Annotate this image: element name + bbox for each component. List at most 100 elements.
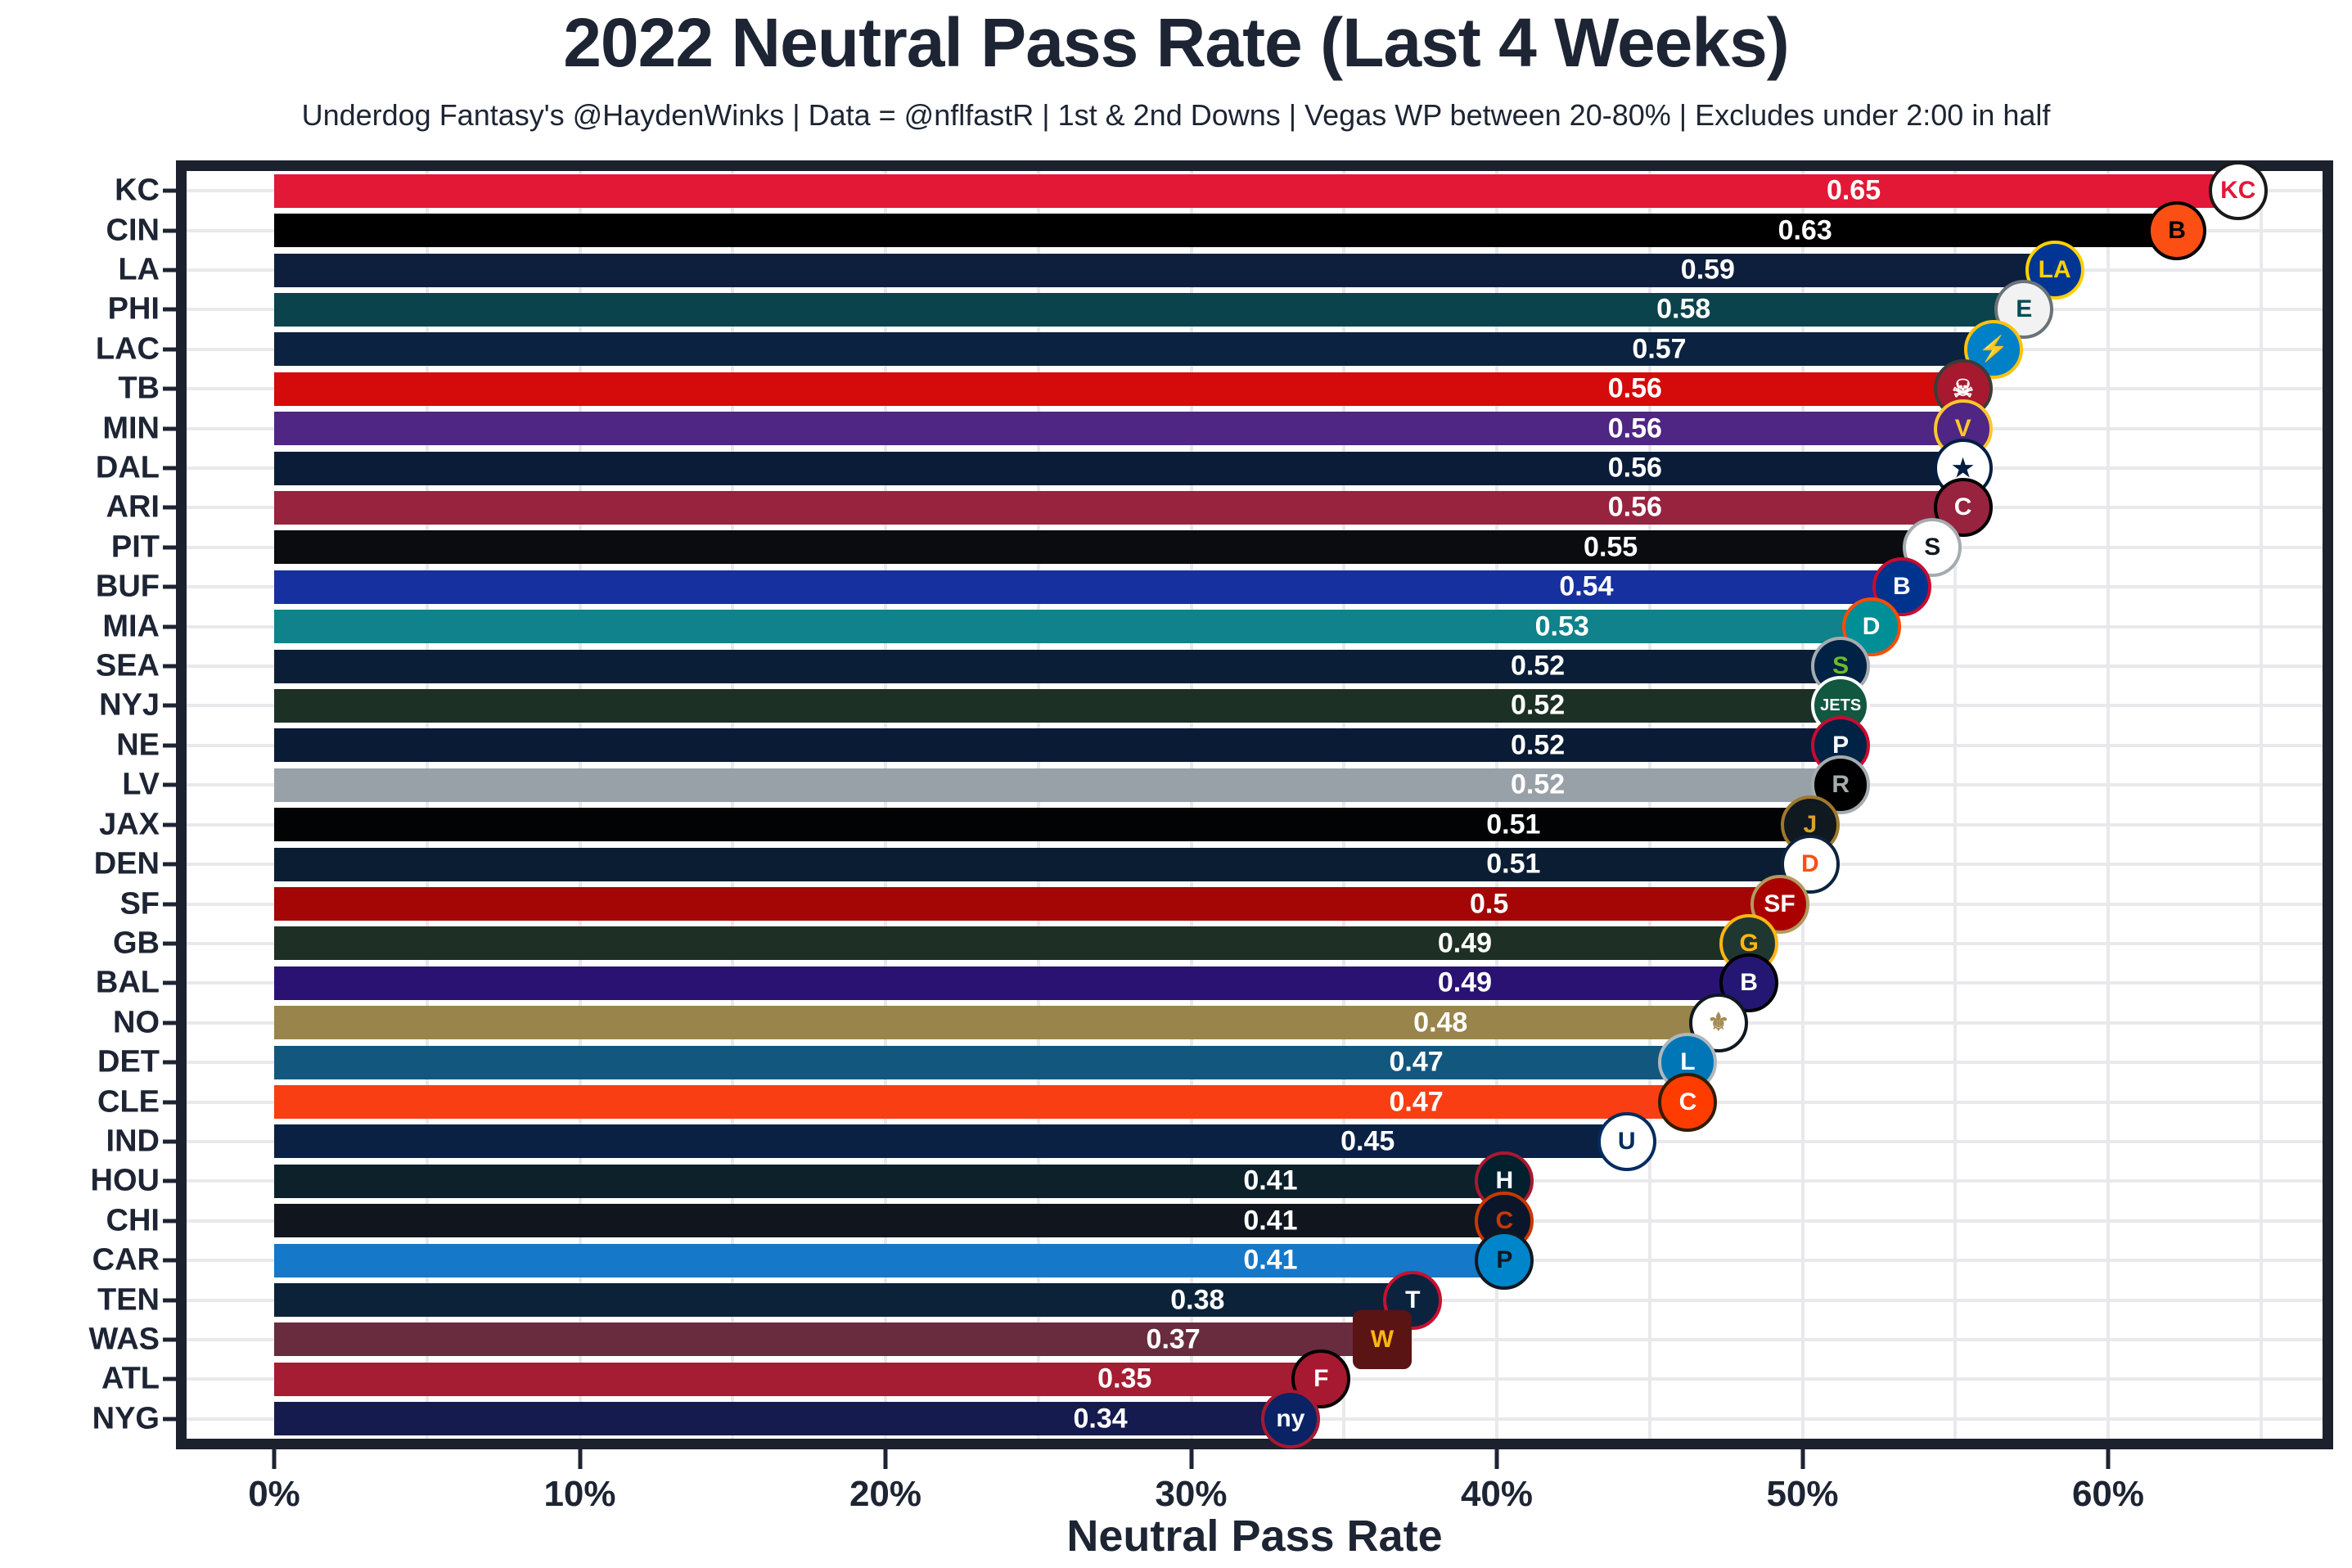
y-axis-label: LAC xyxy=(95,331,160,367)
bar xyxy=(274,688,1864,723)
y-axis-tick xyxy=(163,1417,176,1422)
gridline-vertical xyxy=(2259,171,2263,1439)
y-axis-tick xyxy=(163,743,176,748)
y-axis-tick xyxy=(163,782,176,787)
bar xyxy=(274,332,2016,367)
bar xyxy=(274,451,1986,485)
y-axis-tick xyxy=(163,466,176,471)
kc-chiefs-logo-icon: KC xyxy=(2208,161,2268,221)
y-axis-tick xyxy=(163,505,176,510)
y-axis-tick xyxy=(163,1377,176,1381)
y-axis-tick xyxy=(163,980,176,985)
y-axis-tick xyxy=(163,545,176,550)
bar xyxy=(274,253,2078,287)
bar-value-label: 0.56 xyxy=(1607,372,1662,404)
bar xyxy=(274,1124,1650,1159)
bar-value-label: 0.52 xyxy=(1510,650,1566,682)
bar xyxy=(274,768,1864,802)
bar-value-label: 0.35 xyxy=(1097,1363,1152,1395)
bar-value-label: 0.59 xyxy=(1680,254,1735,286)
bar-value-label: 0.52 xyxy=(1510,729,1566,761)
y-axis-label: CHI xyxy=(106,1203,160,1238)
bar-value-label: 0.49 xyxy=(1437,927,1493,959)
bar-value-label: 0.34 xyxy=(1073,1403,1128,1435)
bal-ravens-logo-icon: B xyxy=(1719,953,1779,1013)
bar xyxy=(274,214,2201,248)
bar-value-label: 0.56 xyxy=(1607,452,1662,484)
y-axis-label: IND xyxy=(106,1124,160,1159)
bar xyxy=(274,1085,1711,1120)
x-axis-tick xyxy=(578,1449,582,1469)
bar xyxy=(274,1164,1528,1198)
y-axis-label: TB xyxy=(118,371,160,406)
y-axis-label: CIN xyxy=(106,213,160,248)
bar-value-label: 0.65 xyxy=(1826,174,1881,206)
y-axis-label: MIA xyxy=(102,609,160,644)
bar xyxy=(274,490,1986,525)
gridline-vertical xyxy=(1036,171,1040,1439)
page-title: 2022 Neutral Pass Rate (Last 4 Weeks) xyxy=(563,4,1790,81)
y-axis-tick xyxy=(163,1060,176,1065)
gridline-vertical xyxy=(578,171,582,1439)
bar-value-label: 0.38 xyxy=(1170,1284,1225,1316)
y-axis-tick xyxy=(163,268,176,273)
y-axis-tick xyxy=(163,1298,176,1303)
y-axis-label: KC xyxy=(115,173,160,208)
y-axis-tick xyxy=(163,1139,176,1144)
y-axis-label: DAL xyxy=(95,450,160,485)
was-commanders-logo-icon: W xyxy=(1352,1309,1412,1369)
bar xyxy=(274,610,1895,644)
y-axis-label: DEN xyxy=(93,846,160,881)
y-axis-label: SEA xyxy=(95,648,160,683)
y-axis-label: PIT xyxy=(110,529,160,565)
bar xyxy=(274,1322,1405,1357)
x-axis-tick xyxy=(883,1449,888,1469)
y-axis-tick xyxy=(163,1100,176,1105)
y-axis-label: WAS xyxy=(88,1322,160,1357)
bar-value-label: 0.54 xyxy=(1559,570,1614,602)
bar xyxy=(274,1204,1528,1238)
y-axis-label: NE xyxy=(116,728,160,763)
bar xyxy=(274,728,1864,763)
y-axis-tick xyxy=(163,188,176,193)
bar-value-label: 0.41 xyxy=(1243,1205,1298,1237)
y-axis-tick xyxy=(163,822,176,827)
bar xyxy=(274,926,1773,961)
bar xyxy=(274,372,1986,406)
bar-value-label: 0.5 xyxy=(1470,888,1509,920)
y-axis-tick xyxy=(163,386,176,391)
bar-value-label: 0.45 xyxy=(1340,1125,1395,1157)
y-axis-label: ATL xyxy=(101,1361,160,1396)
y-axis-label: PHI xyxy=(107,291,160,327)
y-axis-label: MIN xyxy=(102,411,160,446)
bar xyxy=(274,1243,1528,1277)
bar-value-label: 0.52 xyxy=(1510,768,1566,800)
bar xyxy=(274,847,1833,881)
gridline-vertical xyxy=(2106,171,2110,1439)
x-axis-tick-label: 30% xyxy=(1155,1474,1228,1514)
bar-value-label: 0.57 xyxy=(1632,333,1687,365)
bar-value-label: 0.48 xyxy=(1413,1007,1468,1039)
x-axis-tick-label: 40% xyxy=(1460,1474,1534,1514)
y-axis-tick xyxy=(163,307,176,312)
x-axis-tick xyxy=(272,1449,277,1469)
y-axis-label: LA xyxy=(118,252,160,287)
x-axis-tick-label: 10% xyxy=(543,1474,616,1514)
y-axis-label: ARI xyxy=(106,489,160,525)
ten-titans-logo-icon: T xyxy=(1383,1270,1443,1330)
y-axis-label: NYG xyxy=(92,1401,160,1436)
gridline-vertical xyxy=(1342,171,1346,1439)
y-axis-label: CAR xyxy=(92,1242,160,1277)
y-axis-tick xyxy=(163,664,176,669)
bar-value-label: 0.52 xyxy=(1510,689,1566,721)
y-axis-label: BAL xyxy=(95,965,160,1000)
bar-value-label: 0.55 xyxy=(1584,531,1638,563)
bar-value-label: 0.47 xyxy=(1389,1086,1444,1118)
x-axis-tick xyxy=(1494,1449,1499,1469)
nyg-giants-logo-icon: ny xyxy=(1260,1389,1320,1449)
x-axis-title: Neutral Pass Rate xyxy=(1066,1512,1443,1561)
gridline-vertical xyxy=(1953,171,1958,1439)
bar-value-label: 0.56 xyxy=(1607,412,1662,444)
bar xyxy=(274,1283,1436,1318)
y-axis-label: NYJ xyxy=(99,687,160,723)
